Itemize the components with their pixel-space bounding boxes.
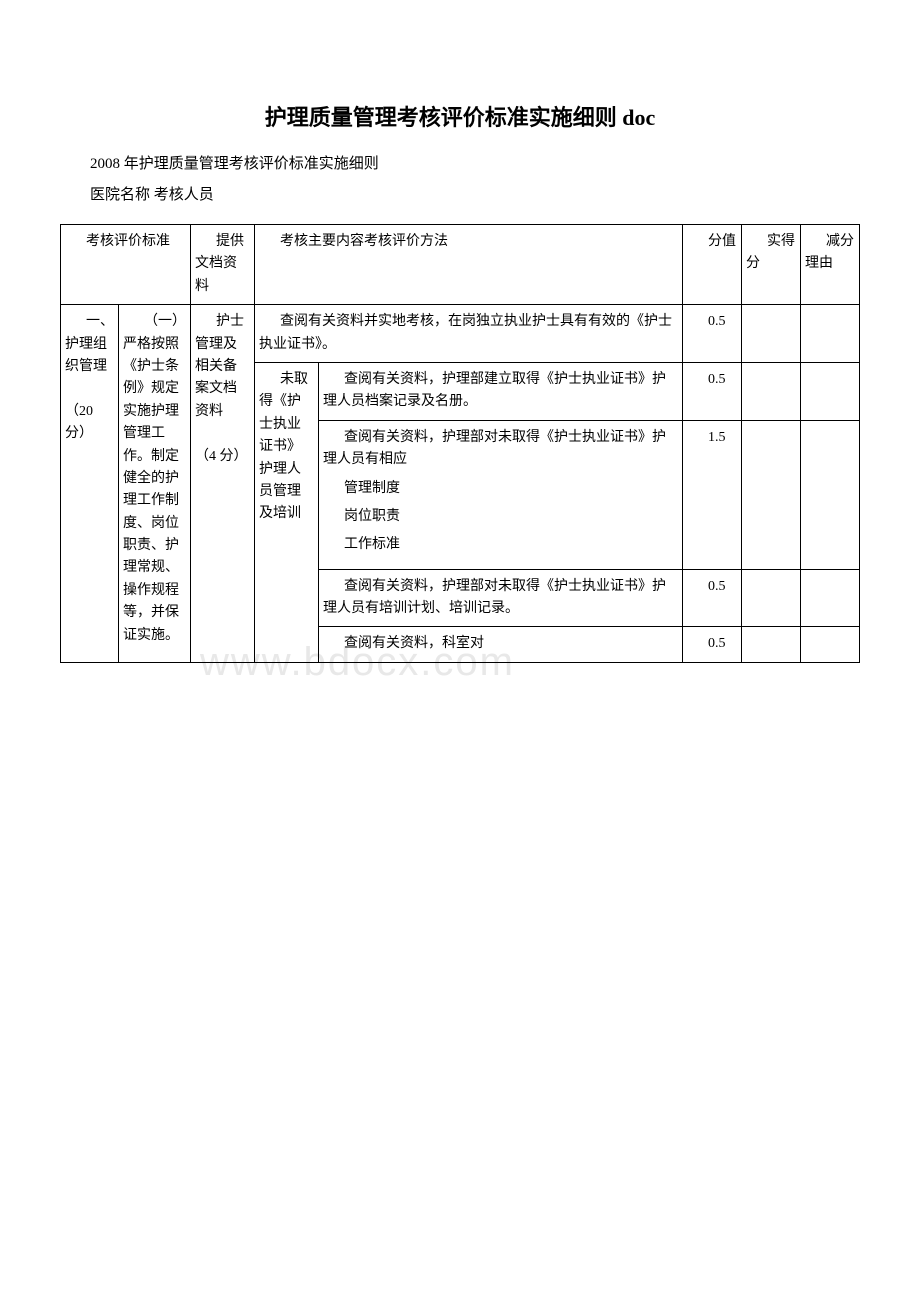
header-reason: 减分理由 bbox=[801, 225, 860, 305]
score-cell: 0.5 bbox=[683, 362, 742, 420]
table-header-row: 考核评价标准 提供文档资料 考核主要内容考核评价方法 分值 实得分 减分理由 bbox=[61, 225, 860, 305]
reason-cell bbox=[801, 362, 860, 420]
actual-cell bbox=[742, 627, 801, 662]
reason-cell bbox=[801, 420, 860, 569]
content-cell: 查阅有关资料，护理部对未取得《护士执业证书》护理人员有培训计划、培训记录。 bbox=[319, 569, 683, 627]
document-subtitle: 2008 年护理质量管理考核评价标准实施细则 bbox=[60, 152, 860, 173]
actual-cell bbox=[742, 420, 801, 569]
content-cell: 查阅有关资料，护理部对未取得《护士执业证书》护理人员有相应 管理制度 岗位职责 … bbox=[319, 420, 683, 569]
info-line: 医院名称 考核人员 bbox=[60, 183, 860, 204]
header-actual: 实得分 bbox=[742, 225, 801, 305]
reason-cell bbox=[801, 305, 860, 363]
actual-cell bbox=[742, 362, 801, 420]
score-cell: 0.5 bbox=[683, 569, 742, 627]
evaluation-table: 考核评价标准 提供文档资料 考核主要内容考核评价方法 分值 实得分 减分理由 一… bbox=[60, 224, 860, 663]
table-row: 一、护理组织管理 （20 分） （一）严格按照《护士条例》规定实施护理管理工作。… bbox=[61, 305, 860, 363]
header-docs: 提供文档资料 bbox=[191, 225, 255, 305]
section-points: （20 分） bbox=[65, 404, 93, 441]
content-cell: 查阅有关资料并实地考核，在岗独立执业护士具有有效的《护士执业证书》。 bbox=[255, 305, 683, 363]
content-line: 查阅有关资料，护理部对未取得《护士执业证书》护理人员有相应 bbox=[323, 427, 678, 472]
section-cell: 一、护理组织管理 （20 分） bbox=[61, 305, 119, 663]
sub-cell: 未取得《护士执业证书》护理人员管理及培训 bbox=[255, 362, 319, 662]
content-line: 工作标准 bbox=[323, 534, 678, 556]
docs-points: （4 分） bbox=[195, 449, 248, 464]
header-criteria: 考核评价标准 bbox=[61, 225, 191, 305]
content-cell: 查阅有关资料，科室对 bbox=[319, 627, 683, 662]
reason-cell bbox=[801, 627, 860, 662]
header-content: 考核主要内容考核评价方法 bbox=[255, 225, 683, 305]
criterion-cell: （一）严格按照《护士条例》规定实施护理管理工作。制定健全的护理工作制度、岗位职责… bbox=[119, 305, 191, 663]
docs-label: 护士管理及相关备案文档资料 bbox=[195, 314, 244, 419]
content-line: 岗位职责 bbox=[323, 506, 678, 528]
section-label: 一、护理组织管理 bbox=[65, 314, 114, 374]
content-cell: 查阅有关资料，护理部建立取得《护士执业证书》护理人员档案记录及名册。 bbox=[319, 362, 683, 420]
actual-cell bbox=[742, 305, 801, 363]
reason-cell bbox=[801, 569, 860, 627]
header-score: 分值 bbox=[683, 225, 742, 305]
score-cell: 0.5 bbox=[683, 305, 742, 363]
actual-cell bbox=[742, 569, 801, 627]
content-line: 管理制度 bbox=[323, 478, 678, 500]
document-title: 护理质量管理考核评价标准实施细则 doc bbox=[60, 100, 860, 132]
score-cell: 0.5 bbox=[683, 627, 742, 662]
score-cell: 1.5 bbox=[683, 420, 742, 569]
docs-cell: 护士管理及相关备案文档资料 （4 分） bbox=[191, 305, 255, 663]
